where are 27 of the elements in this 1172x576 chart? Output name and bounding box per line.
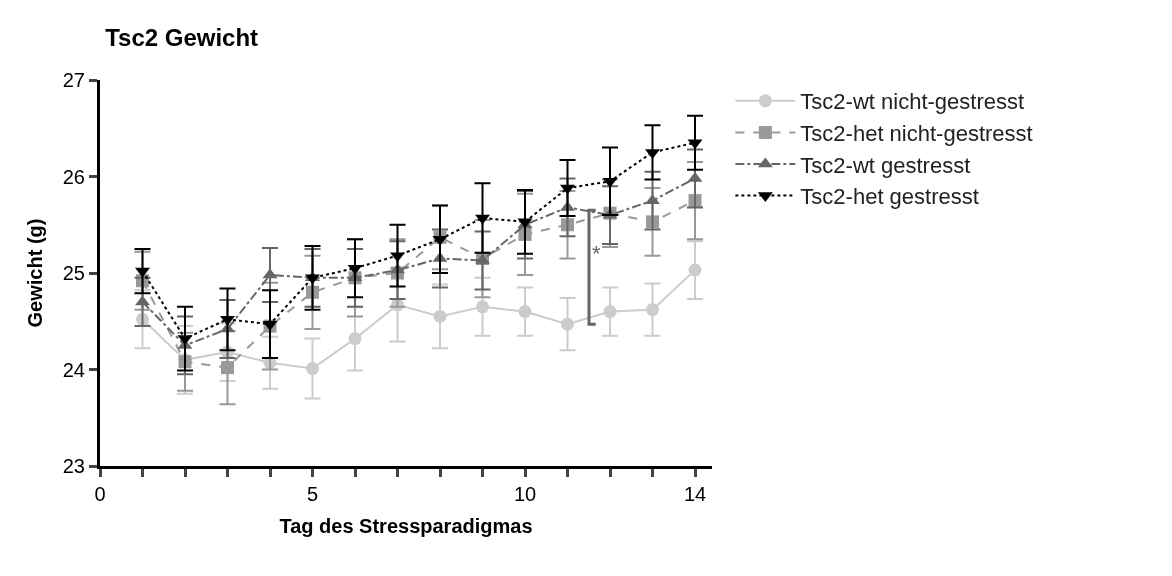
point	[561, 317, 574, 331]
point	[603, 305, 617, 319]
point	[518, 305, 532, 319]
x-tick-label: 0	[94, 483, 106, 505]
point	[688, 263, 702, 277]
x-tick-label: 5	[306, 483, 319, 505]
y-tick-label: 26	[62, 165, 85, 188]
x-tick-label: 10	[513, 483, 537, 505]
y-tick-label: 27	[62, 69, 85, 91]
point	[476, 300, 489, 314]
point	[433, 309, 447, 323]
point	[221, 361, 234, 375]
legend-label: Tsc2-wt nicht-gestresst	[800, 89, 1025, 115]
y-axis-title: Gewicht (g)	[24, 218, 47, 328]
point	[646, 303, 659, 317]
chart-title: Tsc2 Gewicht	[105, 23, 259, 51]
legend-label: Tsc2-wt gestresst	[800, 152, 971, 178]
annotation: *	[592, 241, 601, 266]
legend-label: Tsc2-het gestresst	[800, 184, 979, 210]
point	[348, 332, 362, 346]
y-tick-label: 24	[62, 358, 85, 381]
y-tick-label: 23	[62, 455, 85, 477]
legend-label: Tsc2-het nicht-gestresst	[800, 120, 1033, 146]
y-tick-label: 25	[62, 262, 85, 284]
x-axis-title: Tag des Stressparadigmas	[279, 514, 533, 537]
point	[306, 362, 319, 376]
x-tick-label: 14	[683, 483, 707, 505]
